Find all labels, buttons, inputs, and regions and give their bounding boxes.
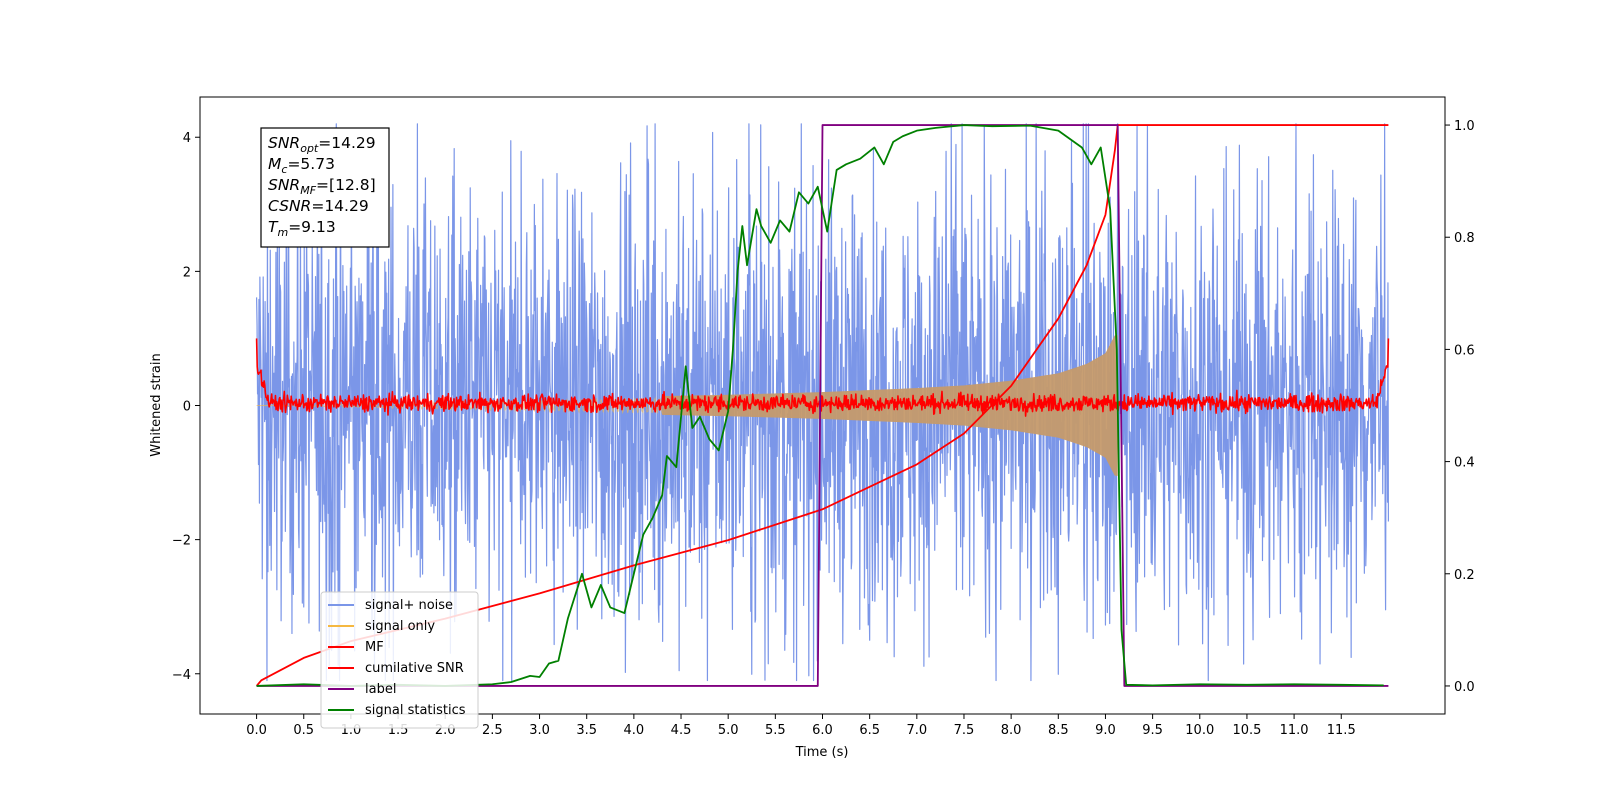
- y-left-tick-label: 4: [183, 131, 191, 146]
- y-left-tick-label: −4: [172, 668, 191, 683]
- legend-label: signal only: [365, 619, 435, 634]
- x-tick-label: 0.0: [246, 723, 267, 738]
- legend: signal+ noise signal only MF cumilative SNR…: [320, 591, 479, 729]
- legend-label: signal+ noise: [365, 598, 453, 613]
- x-tick-label: 11.5: [1327, 723, 1356, 738]
- x-tick-label: 7.5: [954, 723, 975, 738]
- legend-frame: [320, 591, 479, 729]
- y-right-tick-label: 0.6: [1454, 343, 1475, 358]
- legend-label: signal statistics: [365, 703, 466, 718]
- x-tick-label: 3.5: [576, 723, 597, 738]
- y-left-tick-label: 2: [183, 265, 191, 280]
- legend-label: label: [365, 682, 396, 697]
- stats-line: Tm=9.13: [268, 218, 336, 239]
- x-tick-label: 10.0: [1185, 723, 1214, 738]
- stats-line: CSNR=14.29: [268, 197, 369, 215]
- legend-label: MF: [365, 640, 384, 655]
- x-tick-label: 6.5: [859, 723, 880, 738]
- plot-area: [255, 123, 1390, 687]
- x-tick-label: 10.5: [1232, 723, 1261, 738]
- series-mf-line: [255, 338, 1390, 417]
- y-right-tick-label: 0.0: [1454, 680, 1475, 695]
- x-tick-label: 11.0: [1280, 723, 1309, 738]
- stats-annotation-box: SNRopt=14.29Mc=5.73SNRMF=[12.8]CSNR=14.2…: [260, 127, 390, 248]
- stats-line: Mc=5.73: [268, 155, 335, 176]
- legend-label: cumilative SNR: [365, 661, 464, 676]
- stats-line: SNRopt=14.29: [268, 134, 376, 155]
- x-tick-label: 7.0: [906, 723, 927, 738]
- x-tick-label: 8.0: [1001, 723, 1022, 738]
- series-signal-statistics-line: [256, 124, 1384, 687]
- x-tick-label: 0.5: [293, 723, 314, 738]
- y-right-tick-label: 1.0: [1454, 119, 1475, 134]
- y-right-tick-label: 0.4: [1454, 456, 1475, 471]
- x-tick-label: 5.5: [765, 723, 786, 738]
- x-tick-label: 8.5: [1048, 723, 1069, 738]
- x-tick-label: 6.0: [812, 723, 833, 738]
- y-left-tick-label: −2: [172, 534, 191, 549]
- y-right-tick-label: 0.2: [1454, 568, 1475, 583]
- stats-box-frame: [260, 127, 390, 248]
- stats-line: SNRMF=[12.8]: [268, 176, 376, 197]
- x-tick-label: 4.0: [624, 723, 645, 738]
- x-tick-label: 3.0: [529, 723, 550, 738]
- y-axis-label: Whitened strain: [149, 353, 164, 456]
- y-left-tick-label: 0: [183, 400, 191, 415]
- x-axis-label: Time (s): [795, 745, 849, 760]
- y-right-tick-label: 0.8: [1454, 231, 1475, 246]
- x-tick-label: 9.0: [1095, 723, 1116, 738]
- x-tick-label: 2.5: [482, 723, 503, 738]
- x-tick-label: 5.0: [718, 723, 739, 738]
- x-tick-label: 9.5: [1142, 723, 1163, 738]
- x-tick-label: 4.5: [671, 723, 692, 738]
